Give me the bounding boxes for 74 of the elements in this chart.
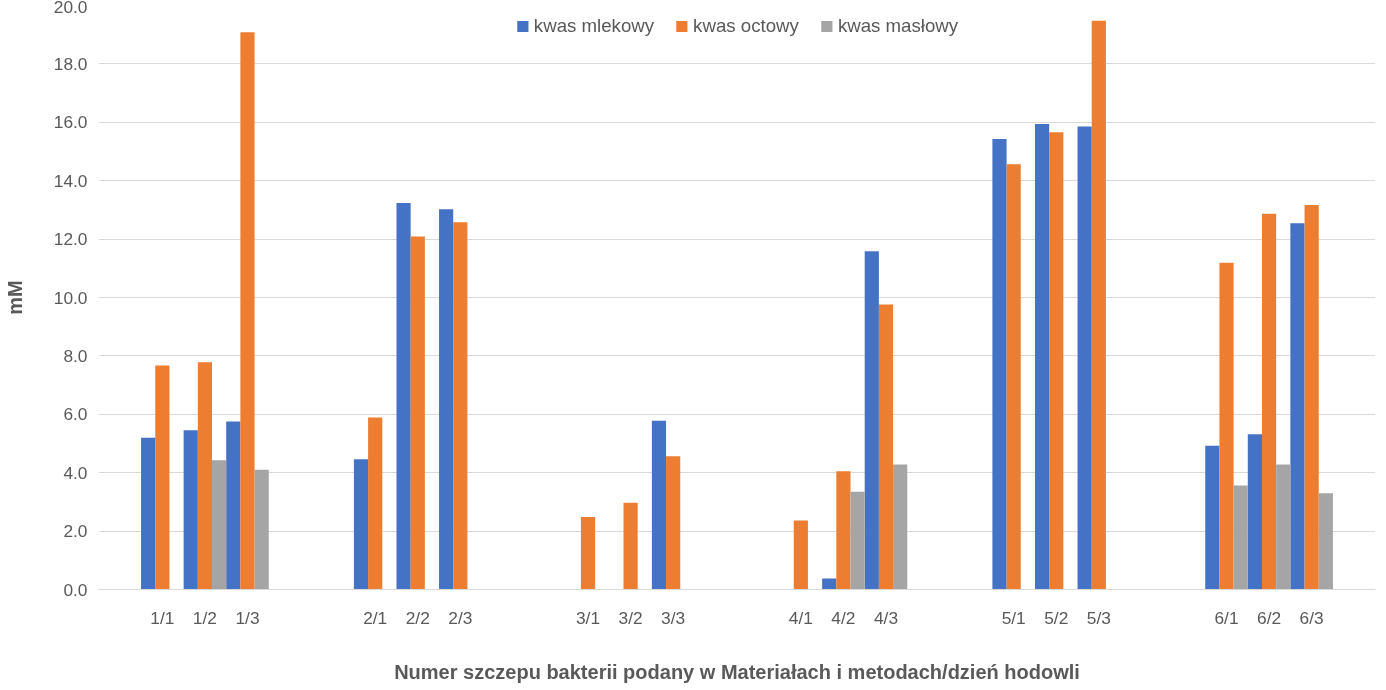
bar bbox=[793, 520, 808, 590]
x-tick-label: 3/3 bbox=[661, 607, 686, 628]
legend-label: kwas masłowy bbox=[837, 15, 959, 37]
x-tick-label: 4/3 bbox=[873, 607, 899, 628]
x-tick-label: 3/1 bbox=[575, 607, 601, 628]
y-tick-label: 10.0 bbox=[53, 287, 88, 308]
bar bbox=[226, 421, 241, 590]
bar bbox=[1247, 434, 1262, 590]
bar bbox=[240, 32, 255, 590]
bar bbox=[666, 456, 681, 590]
x-tick-label: 1/2 bbox=[192, 607, 217, 628]
bar bbox=[1049, 132, 1064, 590]
y-tick-label: 2.0 bbox=[63, 521, 88, 542]
bar bbox=[580, 517, 596, 590]
bar bbox=[1261, 213, 1277, 590]
y-tick-label: 12.0 bbox=[53, 229, 88, 250]
x-tick-label: 4/2 bbox=[831, 607, 856, 628]
x-tick-label: 5/1 bbox=[1001, 607, 1026, 628]
bar bbox=[651, 420, 667, 590]
bar bbox=[893, 464, 908, 590]
bar bbox=[368, 417, 383, 590]
y-tick-label: 4.0 bbox=[63, 462, 88, 483]
bar bbox=[183, 430, 198, 590]
x-tick-label: 6/2 bbox=[1257, 607, 1282, 628]
x-tick-label: 5/3 bbox=[1086, 607, 1111, 628]
bar bbox=[439, 209, 454, 590]
bar bbox=[1077, 126, 1092, 590]
bar bbox=[822, 578, 837, 590]
bar bbox=[353, 459, 369, 590]
y-tick-label: 8.0 bbox=[63, 345, 88, 366]
y-tick-label: 14.0 bbox=[53, 170, 88, 191]
legend-label: kwas octowy bbox=[693, 15, 799, 37]
bar bbox=[864, 251, 879, 590]
bar bbox=[623, 502, 638, 590]
bar bbox=[1276, 464, 1291, 590]
bar bbox=[1219, 262, 1234, 590]
bar bbox=[410, 236, 425, 590]
x-axis-title: Numer szczepu bakterii podany w Materiałach i metodach/dzień hodowli bbox=[394, 660, 1080, 683]
bar bbox=[1091, 20, 1106, 590]
bar bbox=[836, 471, 851, 590]
bar bbox=[1290, 223, 1305, 590]
y-tick-label: 20.0 bbox=[53, 0, 88, 17]
bar bbox=[212, 460, 227, 590]
x-tick-label: 1/3 bbox=[235, 607, 260, 628]
x-tick-label: 2/2 bbox=[405, 607, 430, 628]
y-tick-label: 6.0 bbox=[63, 404, 88, 425]
x-tick-label: 2/3 bbox=[448, 607, 473, 628]
bar bbox=[1006, 164, 1021, 590]
x-tick-label: 5/2 bbox=[1044, 607, 1069, 628]
y-tick-label: 0.0 bbox=[63, 579, 88, 600]
bar bbox=[254, 469, 269, 590]
bar bbox=[453, 222, 468, 590]
y-tick-label: 18.0 bbox=[53, 53, 88, 74]
bar bbox=[1205, 445, 1220, 590]
bar bbox=[992, 138, 1007, 590]
bar bbox=[1304, 204, 1319, 590]
x-tick-label: 4/1 bbox=[788, 607, 813, 628]
y-tick-label: 16.0 bbox=[53, 112, 88, 133]
x-tick-label: 1/1 bbox=[150, 607, 175, 628]
bar bbox=[1318, 493, 1333, 590]
bar bbox=[1233, 485, 1248, 590]
bar bbox=[1034, 124, 1050, 590]
x-tick-label: 2/1 bbox=[363, 607, 388, 628]
bar bbox=[155, 365, 170, 590]
bar bbox=[850, 491, 865, 590]
x-tick-label: 3/2 bbox=[618, 607, 643, 628]
bar bbox=[197, 362, 213, 590]
bar bbox=[878, 304, 894, 590]
x-tick-label: 6/3 bbox=[1299, 607, 1324, 628]
bar bbox=[141, 437, 156, 590]
bar bbox=[396, 202, 411, 590]
x-tick-label: 6/1 bbox=[1214, 607, 1239, 628]
y-axis-title: mM bbox=[3, 280, 26, 315]
legend-label: kwas mlekowy bbox=[533, 15, 655, 37]
